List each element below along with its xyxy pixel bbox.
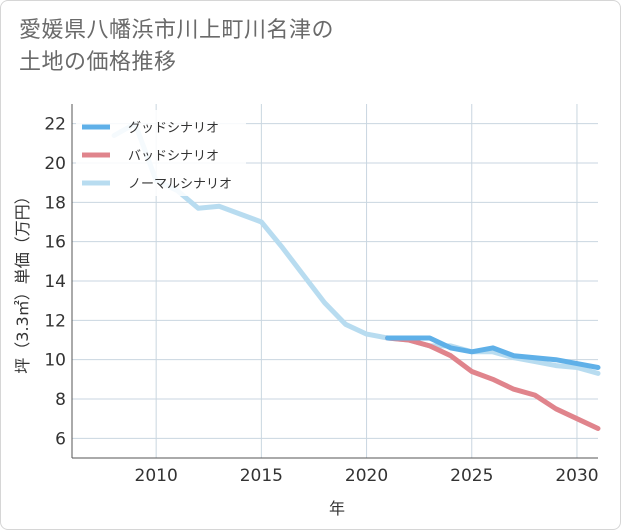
y-tick-label: 6 [55, 429, 66, 449]
y-tick-label: 22 [44, 115, 66, 135]
y-tick-label: 8 [55, 390, 66, 410]
legend-label-bad: バッドシナリオ [128, 149, 219, 164]
series-line-bad [385, 335, 601, 431]
series-line-good [385, 335, 601, 370]
chart-title-line-2: 土地の価格推移 [19, 50, 177, 75]
legend-label-normal: ノーマルシナリオ [128, 177, 232, 192]
x-tick-label: 2020 [345, 466, 388, 486]
y-tick-label: 10 [44, 351, 66, 371]
chart-title: 愛媛県八幡浜市川上町川名津の 土地の価格推移 [19, 15, 334, 79]
x-tick-label: 2025 [450, 466, 493, 486]
chart-title-line-1: 愛媛県八幡浜市川上町川名津の [19, 18, 335, 43]
y-tick-label: 18 [44, 193, 66, 213]
y-axis-title: 坪（3.3㎡）単価（万円） [13, 188, 32, 373]
x-tick-label: 2015 [240, 466, 283, 486]
y-tick-label: 16 [44, 233, 66, 253]
y-tick-label: 12 [44, 311, 66, 331]
y-tick-label: 20 [44, 154, 66, 174]
legend-label-good: グッドシナリオ [128, 121, 219, 136]
x-tick-label: 2030 [555, 466, 598, 486]
x-axis-title: 年 [329, 499, 345, 518]
x-tick-label: 2010 [135, 466, 178, 486]
y-tick-label: 14 [44, 272, 66, 292]
